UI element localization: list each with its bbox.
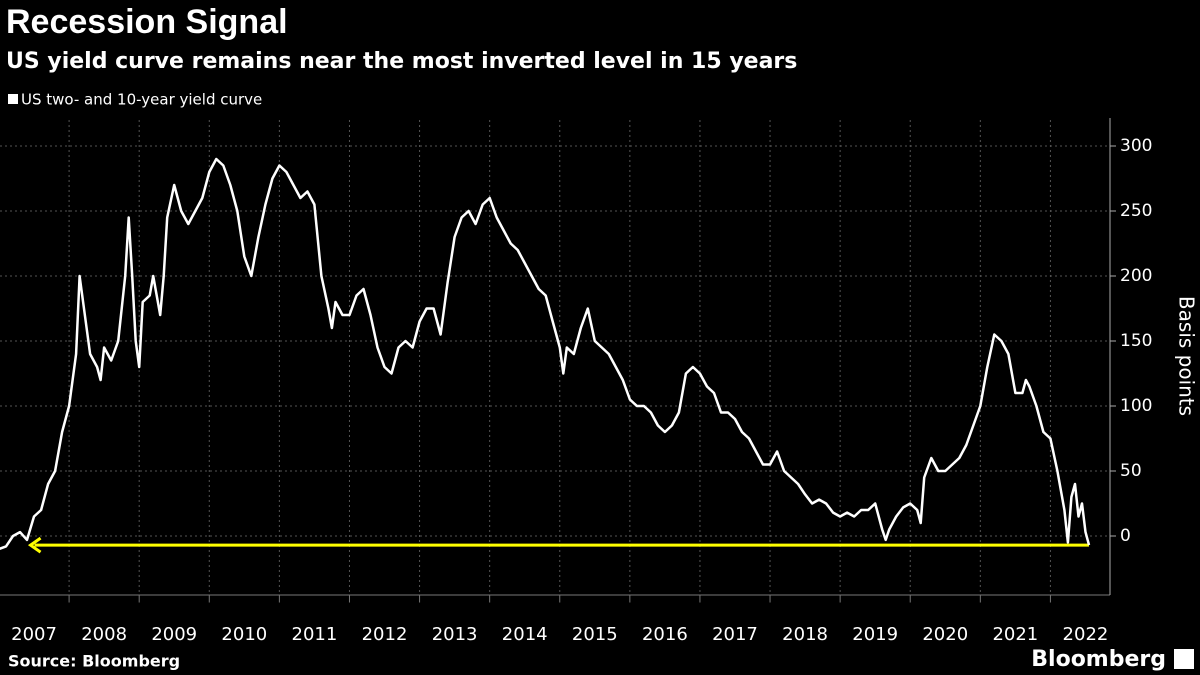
y-tick-label: 250 (1120, 201, 1152, 221)
source: Source: Bloomberg (8, 652, 180, 671)
data-line (0, 157, 1091, 550)
annotation-arrowhead (27, 536, 42, 554)
legend-swatch (8, 94, 18, 104)
y-tick-label: 0 (1120, 526, 1131, 546)
y-tick-label: 50 (1120, 461, 1142, 481)
x-tick-label: 2008 (81, 624, 127, 645)
x-tick-label: 2012 (362, 624, 408, 645)
chart-subtitle: US yield curve remains near the most inv… (6, 49, 797, 74)
logo-icon (1174, 649, 1194, 669)
x-tick-label: 2010 (221, 624, 267, 645)
y-tick-label: 100 (1120, 396, 1152, 416)
x-tick-label: 2019 (852, 624, 898, 645)
x-tick-label: 2016 (642, 624, 688, 645)
x-tick-label: 2017 (712, 624, 758, 645)
x-tick-label: 2014 (502, 624, 548, 645)
y-tick-label: 300 (1120, 136, 1152, 156)
y-tick-label: 150 (1120, 331, 1152, 351)
x-tick-label: 2022 (1063, 624, 1109, 645)
y-axis-label: Basis points (1175, 296, 1199, 416)
logo: Bloomberg (1031, 647, 1166, 672)
x-tick-label: 2009 (151, 624, 197, 645)
chart-title: Recession Signal (6, 3, 288, 41)
x-tick-label: 2018 (782, 624, 828, 645)
x-tick-label: 2007 (11, 624, 57, 645)
x-tick-label: 2020 (922, 624, 968, 645)
y-tick-label: 200 (1120, 266, 1152, 286)
legend-label: US two- and 10-year yield curve (21, 91, 262, 109)
x-tick-label: 2011 (292, 624, 338, 645)
x-tick-label: 2015 (572, 624, 618, 645)
x-tick-label: 2021 (992, 624, 1038, 645)
x-tick-label: 2013 (432, 624, 478, 645)
